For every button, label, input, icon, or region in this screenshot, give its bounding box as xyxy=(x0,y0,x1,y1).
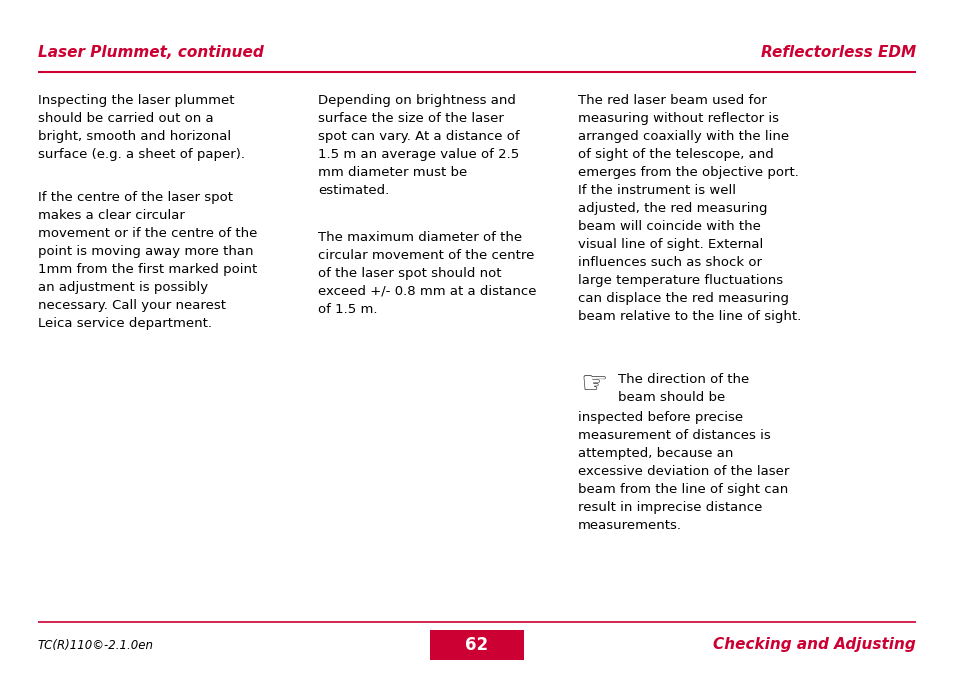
Bar xyxy=(430,630,523,660)
Text: ☞: ☞ xyxy=(579,370,607,399)
Text: The maximum diameter of the
circular movement of the centre
of the laser spot sh: The maximum diameter of the circular mov… xyxy=(317,231,536,315)
Text: If the centre of the laser spot
makes a clear circular
movement or if the centre: If the centre of the laser spot makes a … xyxy=(38,191,257,330)
Text: Reflectorless EDM: Reflectorless EDM xyxy=(760,45,915,60)
Text: 62: 62 xyxy=(465,636,488,654)
Text: Checking and Adjusting: Checking and Adjusting xyxy=(713,638,915,653)
Text: Inspecting the laser plummet
should be carried out on a
bright, smooth and horiz: Inspecting the laser plummet should be c… xyxy=(38,94,245,161)
Text: inspected before precise
measurement of distances is
attempted, because an
exces: inspected before precise measurement of … xyxy=(578,411,788,532)
Text: Depending on brightness and
surface the size of the laser
spot can vary. At a di: Depending on brightness and surface the … xyxy=(317,94,519,197)
Text: The direction of the
beam should be: The direction of the beam should be xyxy=(618,373,748,404)
Text: The red laser beam used for
measuring without reflector is
arranged coaxially wi: The red laser beam used for measuring wi… xyxy=(578,94,801,323)
Text: Laser Plummet, continued: Laser Plummet, continued xyxy=(38,45,263,60)
Text: TC(R)110©-2.1.0en: TC(R)110©-2.1.0en xyxy=(38,638,153,651)
